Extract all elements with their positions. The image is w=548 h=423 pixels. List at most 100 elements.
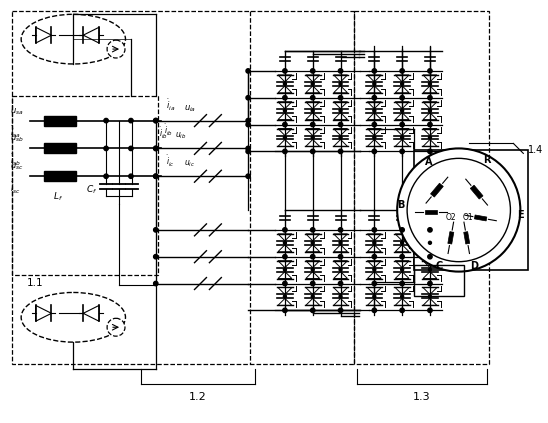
Circle shape — [429, 268, 431, 271]
Bar — [414, 265, 464, 297]
Circle shape — [429, 295, 431, 298]
Circle shape — [338, 281, 342, 286]
Circle shape — [311, 268, 314, 271]
Circle shape — [428, 281, 432, 286]
Circle shape — [373, 241, 376, 244]
Circle shape — [339, 241, 342, 244]
Circle shape — [246, 118, 250, 123]
Text: R: R — [483, 155, 490, 165]
Circle shape — [153, 146, 158, 151]
Circle shape — [372, 255, 376, 259]
Polygon shape — [470, 185, 483, 199]
Circle shape — [372, 122, 376, 127]
Circle shape — [339, 295, 342, 298]
Circle shape — [401, 82, 404, 85]
Ellipse shape — [21, 292, 125, 342]
Circle shape — [400, 255, 404, 259]
Circle shape — [104, 118, 109, 123]
Circle shape — [338, 228, 342, 232]
Circle shape — [283, 268, 287, 271]
Circle shape — [283, 255, 287, 259]
Circle shape — [372, 149, 376, 154]
Bar — [12, 11, 355, 364]
Circle shape — [429, 109, 431, 112]
Circle shape — [428, 69, 432, 73]
Circle shape — [283, 308, 287, 313]
Circle shape — [153, 118, 158, 123]
Ellipse shape — [107, 318, 125, 336]
Circle shape — [401, 109, 404, 112]
Text: $u_{ib}$: $u_{ib}$ — [175, 131, 186, 141]
Circle shape — [373, 268, 376, 271]
Circle shape — [311, 122, 315, 127]
Circle shape — [400, 122, 404, 127]
Text: $\dot{i}_{ic}$: $\dot{i}_{ic}$ — [165, 154, 174, 169]
Circle shape — [283, 241, 287, 244]
Circle shape — [429, 136, 431, 139]
Circle shape — [373, 82, 376, 85]
Circle shape — [400, 228, 404, 232]
Circle shape — [283, 82, 287, 85]
Text: $\dot{i}_{sb}$: $\dot{i}_{sb}$ — [10, 152, 21, 168]
Circle shape — [283, 281, 287, 286]
Polygon shape — [475, 215, 487, 221]
Text: E: E — [517, 210, 524, 220]
Circle shape — [400, 281, 404, 286]
Circle shape — [311, 281, 315, 286]
Polygon shape — [448, 232, 454, 244]
Circle shape — [311, 82, 314, 85]
Circle shape — [428, 96, 432, 100]
Circle shape — [400, 69, 404, 73]
Circle shape — [104, 174, 109, 179]
Text: $\dot{i}_{sc}$: $\dot{i}_{sc}$ — [10, 180, 20, 195]
Circle shape — [311, 136, 314, 139]
Circle shape — [407, 158, 510, 262]
Circle shape — [246, 122, 250, 127]
Bar — [43, 171, 76, 181]
Circle shape — [153, 255, 158, 259]
Text: O2: O2 — [446, 214, 456, 222]
Circle shape — [283, 149, 287, 154]
Circle shape — [373, 136, 376, 139]
Text: B: B — [397, 200, 405, 210]
Text: $u_{sc}$: $u_{sc}$ — [10, 162, 23, 172]
Circle shape — [283, 69, 287, 73]
Circle shape — [311, 109, 314, 112]
Circle shape — [339, 109, 342, 112]
Circle shape — [429, 82, 431, 85]
Circle shape — [401, 241, 404, 244]
Circle shape — [153, 118, 158, 123]
Circle shape — [401, 295, 404, 298]
Circle shape — [338, 122, 342, 127]
Text: $u_{sb}$: $u_{sb}$ — [10, 134, 24, 144]
Circle shape — [429, 241, 431, 244]
Circle shape — [153, 281, 158, 286]
Circle shape — [400, 308, 404, 313]
Circle shape — [129, 174, 133, 179]
Circle shape — [104, 146, 109, 151]
Circle shape — [153, 146, 158, 151]
Polygon shape — [464, 232, 470, 244]
Circle shape — [311, 69, 315, 73]
Circle shape — [311, 149, 315, 154]
Text: $C_f$: $C_f$ — [86, 184, 97, 196]
Circle shape — [428, 149, 432, 154]
Circle shape — [153, 174, 158, 179]
Circle shape — [372, 281, 376, 286]
Circle shape — [283, 122, 287, 127]
Ellipse shape — [107, 40, 125, 58]
Text: A: A — [425, 157, 433, 168]
Circle shape — [153, 228, 158, 232]
Circle shape — [311, 228, 315, 232]
Circle shape — [311, 295, 314, 298]
Text: $u_{ic}$: $u_{ic}$ — [184, 159, 195, 169]
Text: $\dot{i}_{ib}$: $\dot{i}_{ib}$ — [159, 126, 168, 141]
Circle shape — [129, 146, 133, 151]
Bar — [43, 143, 76, 154]
Text: D: D — [470, 261, 478, 271]
Circle shape — [338, 149, 342, 154]
Circle shape — [283, 109, 287, 112]
Circle shape — [397, 148, 521, 272]
Circle shape — [311, 308, 315, 313]
Circle shape — [246, 174, 250, 179]
